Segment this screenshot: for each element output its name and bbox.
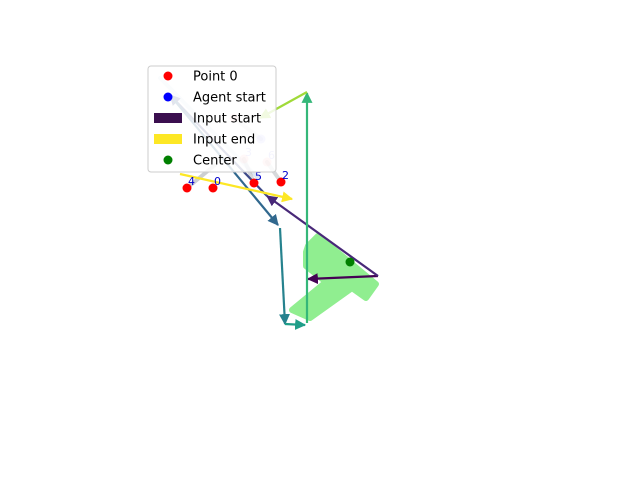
legend-label-3: Input end [193, 133, 255, 148]
point-marker-3 [249, 178, 259, 188]
legend-label-1: Agent start [193, 91, 266, 106]
point-label-0: 0 [214, 175, 221, 188]
center-marker [345, 257, 355, 267]
point-label-1: 2 [282, 169, 289, 182]
legend-label-2: Input start [193, 112, 261, 127]
legend-marker-4 [163, 155, 173, 165]
trajectory-arrow-4 [278, 227, 290, 326]
point-marker-2 [182, 183, 192, 193]
center-layer [345, 257, 355, 267]
point-marker-1 [276, 177, 286, 187]
legend-label-4: Center [193, 154, 237, 169]
trajectory-arrow-1 [266, 195, 379, 277]
legend-marker-2 [154, 113, 182, 123]
trajectory-arrow-8 [179, 172, 294, 203]
point-marker-0 [208, 183, 218, 193]
point-label-2: 4 [188, 175, 195, 188]
legend-marker-3 [154, 134, 182, 144]
legend-marker-0 [163, 71, 173, 81]
trajectory-arrow-5 [284, 319, 307, 330]
legend-marker-1 [163, 92, 173, 102]
point-label-3: 5 [255, 170, 262, 183]
trajectory-arrow-0 [306, 273, 379, 285]
legend-label-0: Point 0 [193, 70, 238, 85]
legend-frame [147, 65, 277, 173]
legend: Point 0 Agent start Input start Input end Ce… [147, 65, 277, 173]
